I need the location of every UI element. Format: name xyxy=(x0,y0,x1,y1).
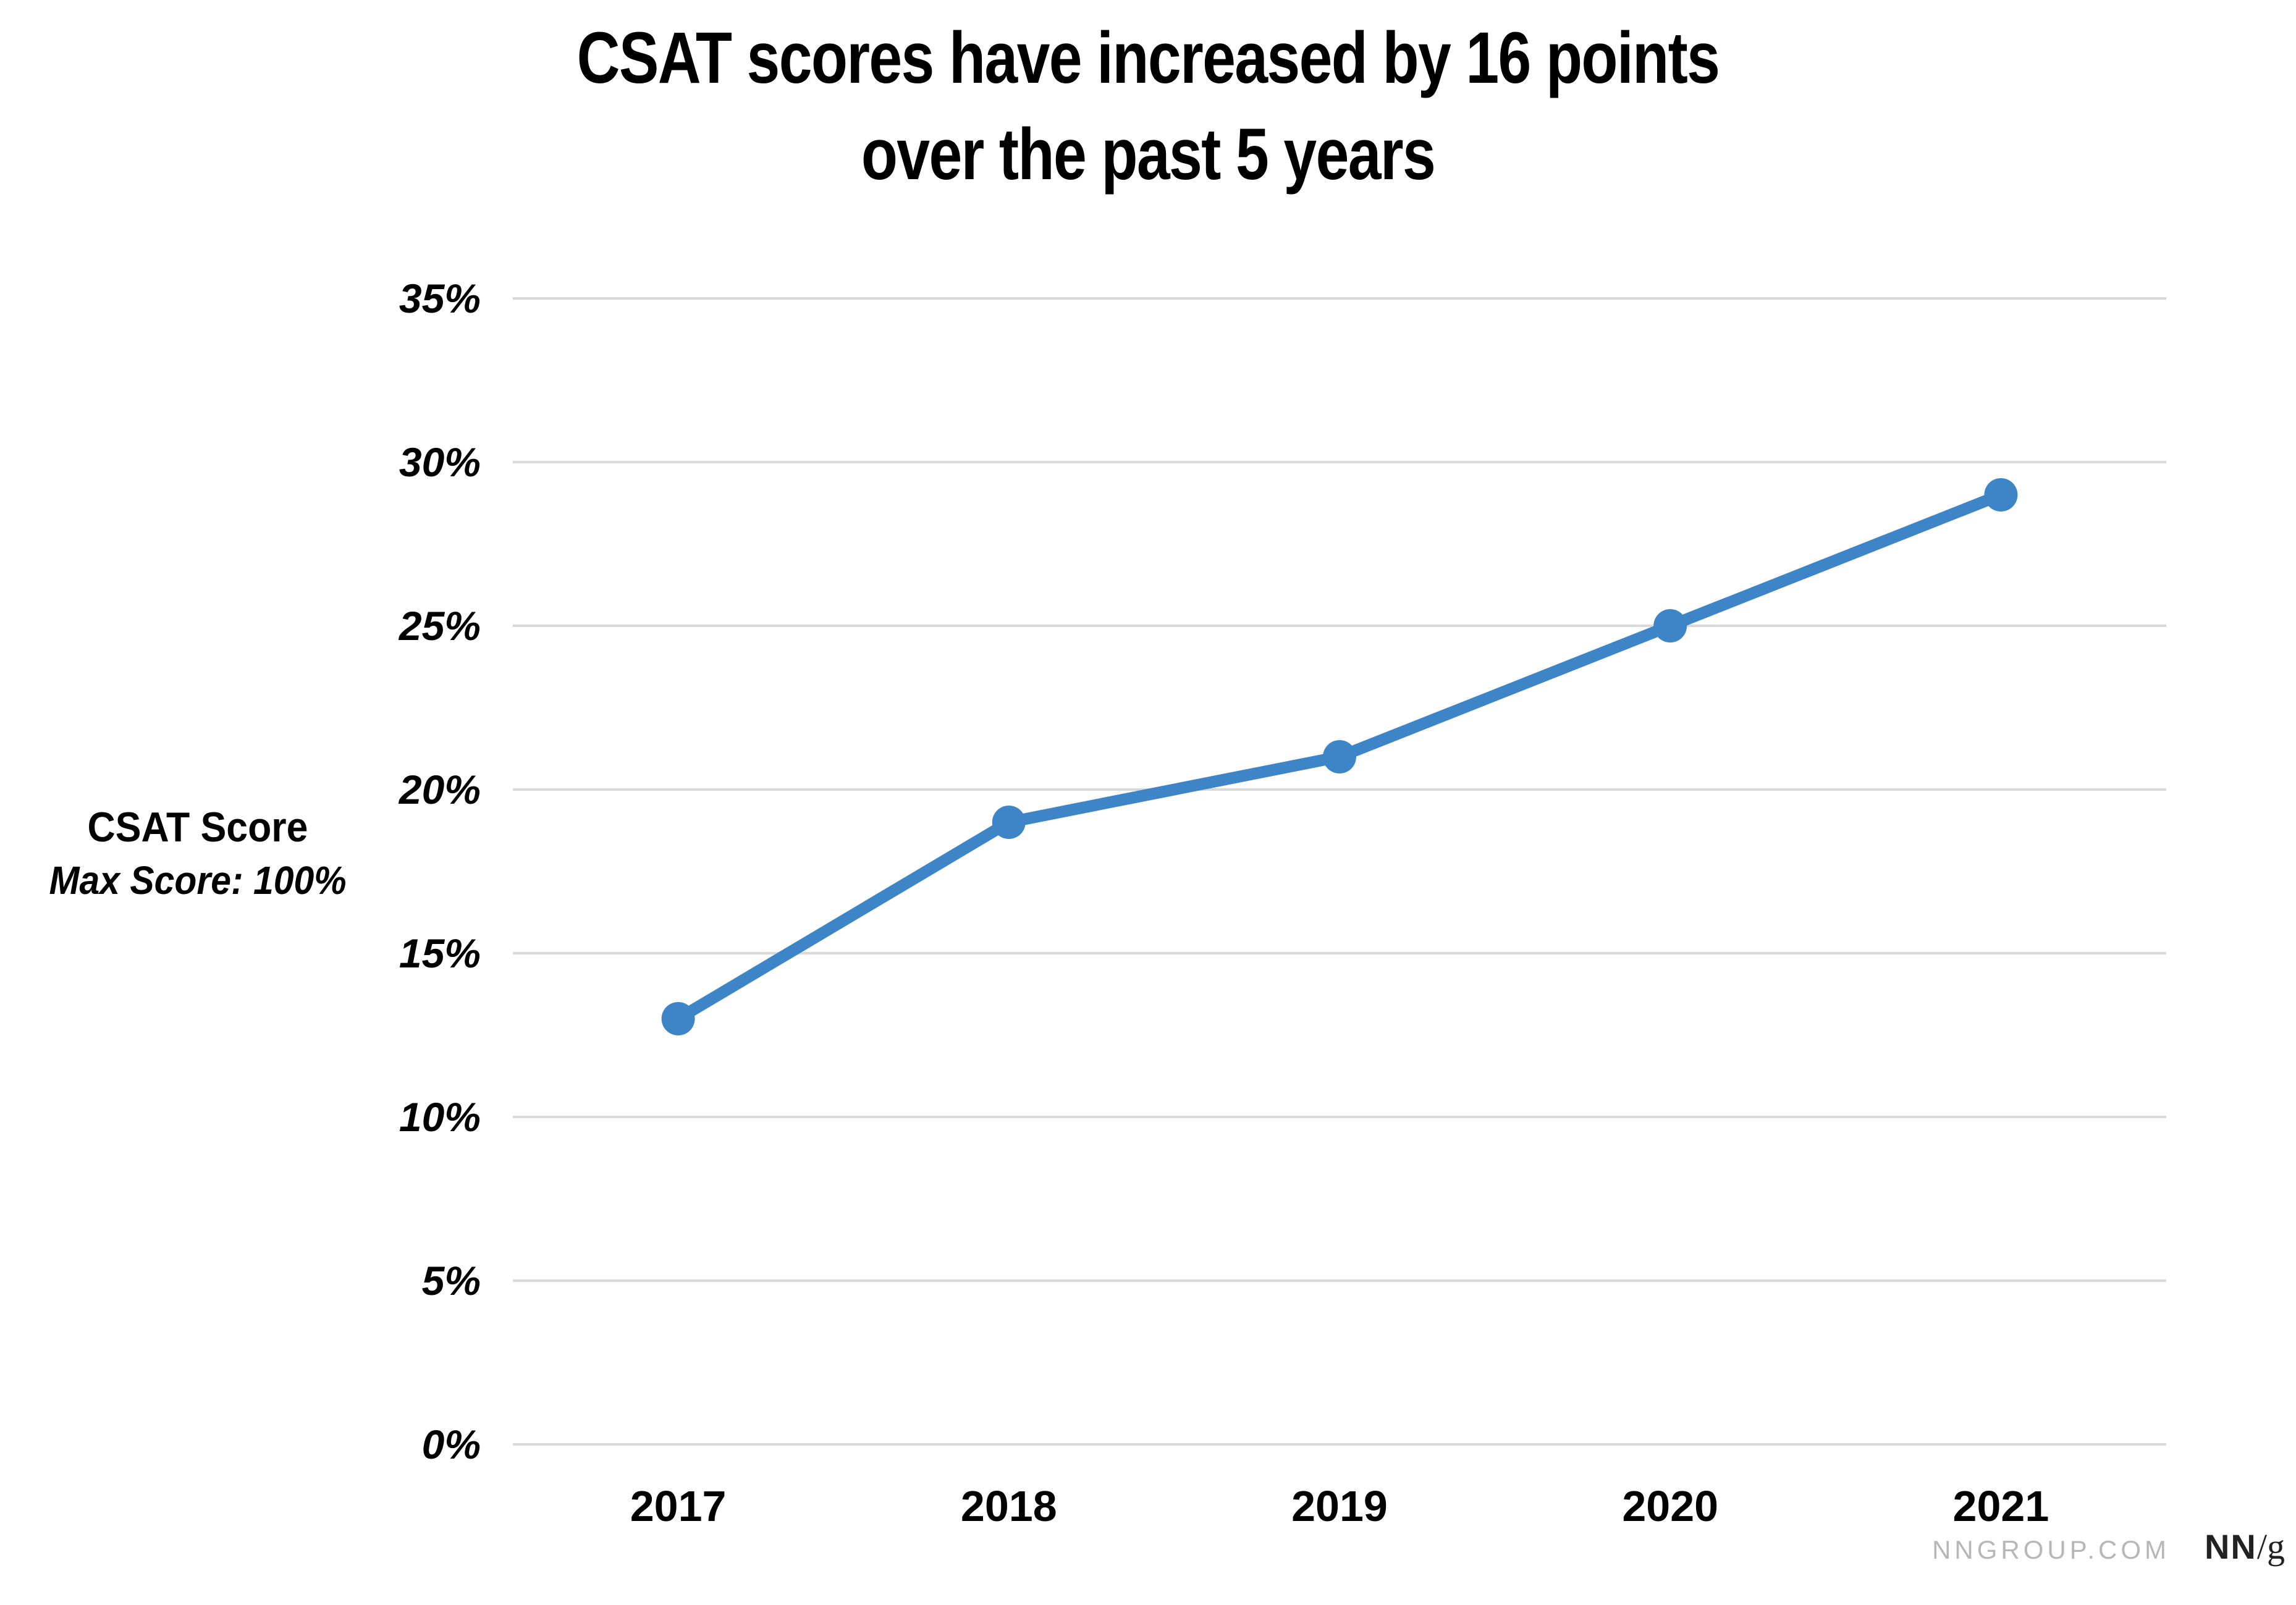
y-tick-label: 10% xyxy=(399,1094,481,1140)
footer: NNGROUP.COM NN/g xyxy=(1932,1526,2285,1567)
data-point xyxy=(1653,609,1687,642)
y-tick-label: 5% xyxy=(422,1258,481,1304)
nng-logo-slash-g: /g xyxy=(2256,1527,2285,1567)
y-tick-label: 30% xyxy=(399,439,481,485)
y-tick-label: 15% xyxy=(399,930,481,976)
y-axis-title-line2: Max Score: 100% xyxy=(49,858,347,903)
chart-title-line1: CSAT scores have increased by 16 points xyxy=(576,17,1720,99)
data-point xyxy=(1984,478,2018,512)
footer-site-text: NNGROUP.COM xyxy=(1932,1535,2170,1564)
y-tick-label: 0% xyxy=(422,1422,481,1467)
chart-title-line2: over the past 5 years xyxy=(861,114,1436,195)
data-point xyxy=(992,806,1026,839)
x-tick-label: 2021 xyxy=(1953,1482,2049,1530)
nng-logo: NN/g xyxy=(2205,1526,2285,1567)
y-tick-label: 35% xyxy=(399,276,481,321)
x-tick-label: 2020 xyxy=(1622,1482,1718,1530)
y-tick-label: 20% xyxy=(398,767,481,812)
chart-title: CSAT scores have increased by 16 points … xyxy=(206,10,2089,203)
y-axis-title-line1: CSAT Score xyxy=(87,804,308,851)
data-point xyxy=(1323,740,1356,773)
x-tick-label: 2017 xyxy=(630,1482,727,1530)
x-tick-label: 2019 xyxy=(1291,1482,1388,1530)
x-tick-label: 2018 xyxy=(961,1482,1057,1530)
nng-logo-nn: NN xyxy=(2204,1527,2257,1566)
y-axis-title: CSAT Score Max Score: 100% xyxy=(38,801,357,907)
y-tick-label: 25% xyxy=(398,603,481,649)
data-point xyxy=(661,1002,695,1035)
